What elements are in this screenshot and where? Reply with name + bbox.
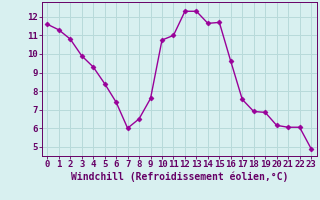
X-axis label: Windchill (Refroidissement éolien,°C): Windchill (Refroidissement éolien,°C) [70,172,288,182]
